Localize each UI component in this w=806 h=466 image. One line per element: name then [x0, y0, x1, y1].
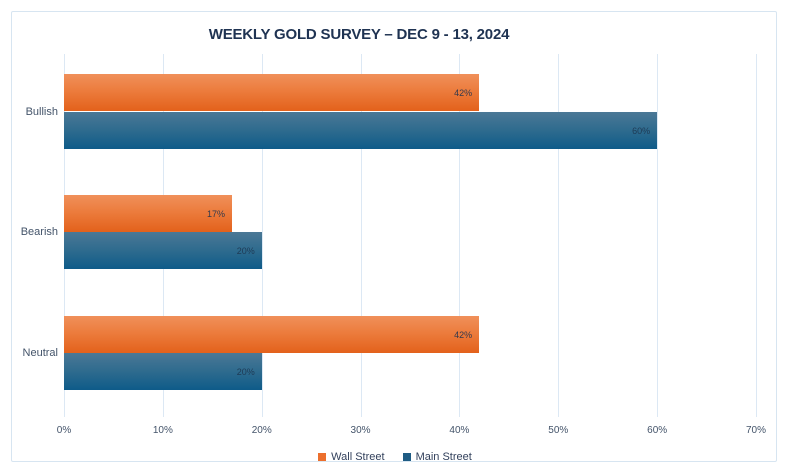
- x-tick-label: 20%: [251, 425, 272, 436]
- x-axis: 0% 10% 20% 30% 40% 50% 60% 70%: [57, 425, 766, 439]
- x-tick-label: 50%: [548, 425, 569, 436]
- bar-main-street-bullish: 60%: [64, 112, 658, 149]
- x-tick-label: 60%: [647, 425, 668, 436]
- chart-legend: Wall Street Main Street: [12, 450, 778, 464]
- legend-label: Wall Street: [331, 451, 385, 463]
- plot-area: 42% 60% 17% 20% 42% 20%: [64, 54, 757, 417]
- bar-main-street-neutral: 20%: [64, 353, 262, 390]
- chart-title: WEEKLY GOLD SURVEY – DEC 9 - 13, 2024: [208, 26, 510, 43]
- gridline: [360, 54, 362, 417]
- x-tick-label: 40%: [449, 425, 470, 436]
- value-label: 17%: [207, 208, 226, 219]
- gridline: [459, 54, 461, 417]
- category-label-bullish: Bullish: [25, 106, 58, 118]
- category-label-neutral: Neutral: [22, 347, 58, 359]
- x-tick-label: 10%: [152, 425, 173, 436]
- bar-main-street-bearish: 20%: [64, 232, 262, 269]
- value-label: 42%: [454, 87, 473, 98]
- value-label: 20%: [236, 366, 255, 377]
- legend-item-main-street: Main Street: [402, 451, 472, 463]
- bar-wall-street-bullish: 42%: [64, 74, 480, 111]
- wall-street-swatch-icon: [318, 453, 327, 461]
- gridline: [261, 54, 263, 417]
- gridline: [657, 54, 659, 417]
- x-tick-label: 70%: [745, 425, 767, 436]
- gridline: [558, 54, 560, 417]
- legend-item-wall-street: Wall Street: [318, 451, 385, 463]
- legend-label: Main Street: [415, 451, 472, 463]
- value-label: 42%: [454, 329, 473, 340]
- value-label: 60%: [632, 125, 651, 136]
- main-street-swatch-icon: [402, 453, 411, 461]
- x-tick-label: 0%: [56, 425, 72, 436]
- bar-wall-street-neutral: 42%: [64, 316, 480, 353]
- chart-card: WEEKLY GOLD SURVEY – DEC 9 - 13, 2024 Bu…: [11, 11, 778, 464]
- x-tick-label: 30%: [350, 425, 371, 436]
- value-label: 20%: [236, 245, 255, 256]
- gridline: [756, 54, 757, 417]
- bar-wall-street-bearish: 17%: [64, 195, 233, 232]
- category-label-bearish: Bearish: [20, 226, 58, 238]
